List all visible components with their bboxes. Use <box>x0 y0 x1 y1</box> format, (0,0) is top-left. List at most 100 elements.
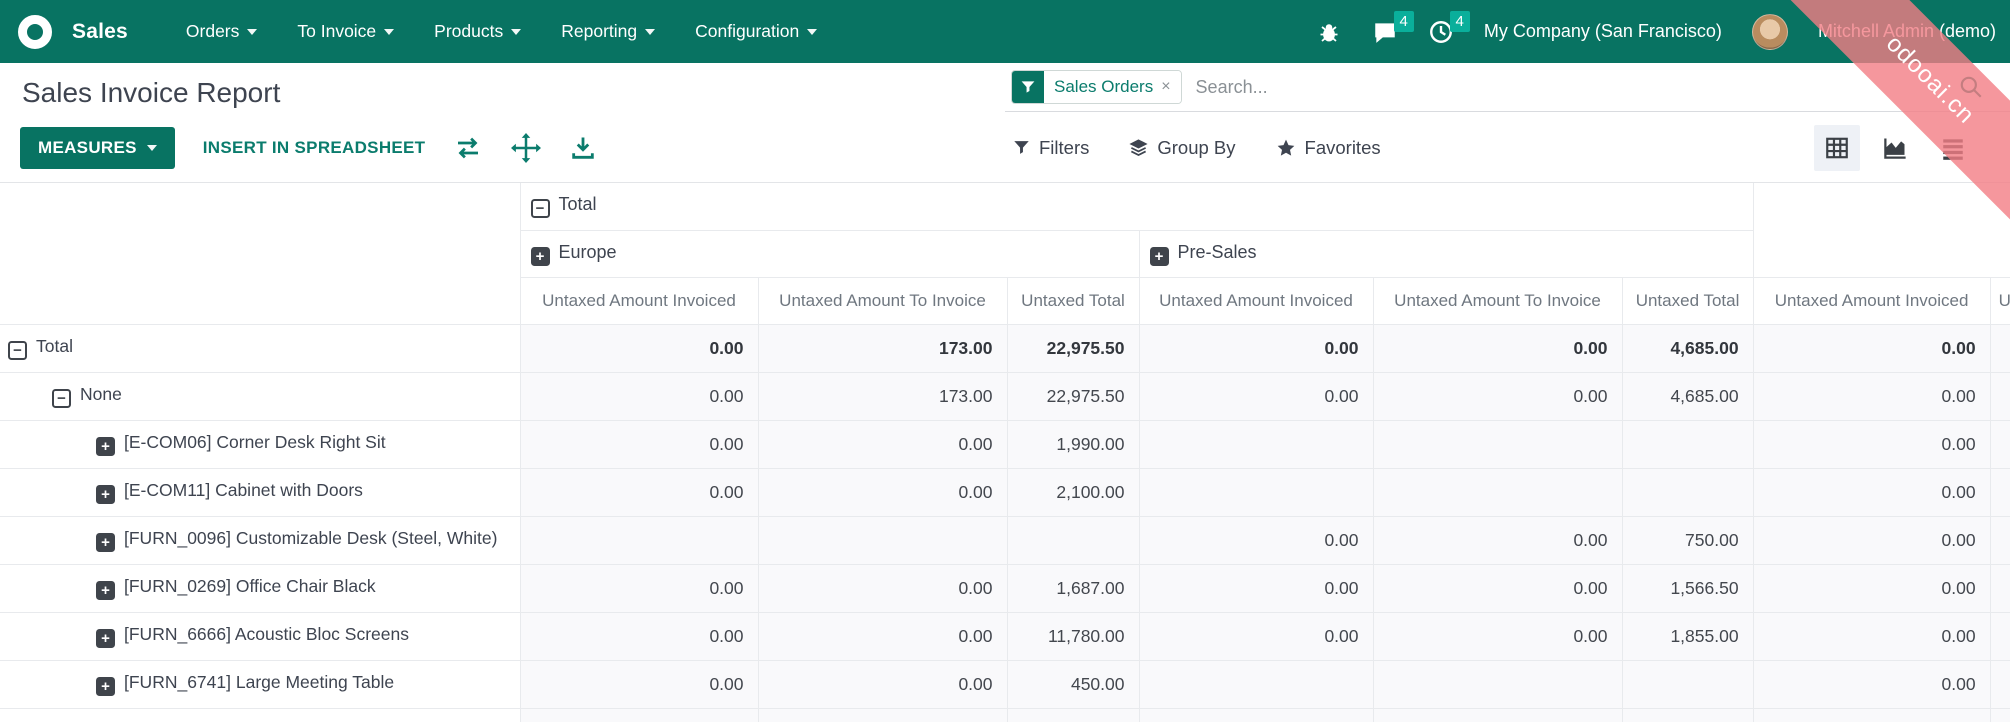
app-name[interactable]: Sales <box>72 20 128 44</box>
pivot-cell: 0.00 <box>1373 324 1622 372</box>
measure-header[interactable]: Untaxed Amount Invoiced <box>1139 277 1373 324</box>
measure-header[interactable]: Untaxed Total <box>1007 277 1139 324</box>
pivot-cell: 0.00 <box>520 324 758 372</box>
measure-header[interactable]: Untaxed Amount Invoiced <box>520 277 758 324</box>
pivot-cell <box>1373 468 1622 516</box>
collapse-icon: − <box>52 389 71 408</box>
chevron-down-icon <box>247 29 257 35</box>
pivot-cell <box>1990 564 2010 612</box>
filter-funnel-icon <box>1012 71 1044 103</box>
pivot-cell: 1,687.00 <box>1007 564 1139 612</box>
row-label-total[interactable]: −Total <box>0 324 520 372</box>
row-label-none[interactable]: −None <box>0 372 520 420</box>
measure-header[interactable]: Untaxed Total <box>1622 277 1753 324</box>
pivot-cell: 0.00 <box>1753 420 1990 468</box>
table-row: −None 0.00 173.00 22,975.50 0.00 0.00 4,… <box>0 372 2010 420</box>
pivot-cell: 0.00 <box>1753 660 1990 708</box>
col-group-pre-sales[interactable]: +Pre-Sales <box>1139 230 1753 277</box>
pivot-cell <box>1007 708 1139 722</box>
pivot-cell: 0.00 <box>758 420 1007 468</box>
table-row: +[FURN_0096] Customizable Desk (Steel, W… <box>0 516 2010 564</box>
pivot-view-button[interactable] <box>1814 125 1860 171</box>
menu-orders[interactable]: Orders <box>170 11 273 52</box>
pivot-cell: 0.00 <box>520 660 758 708</box>
measure-header[interactable]: Untaxed Amount To Invoice <box>1373 277 1622 324</box>
company-switcher[interactable]: My Company (San Francisco) <box>1484 21 1722 42</box>
row-label-product[interactable]: +[FURN_0269] Office Chair Black <box>0 564 520 612</box>
expand-icon: + <box>1150 247 1169 266</box>
collapse-icon: − <box>8 341 27 360</box>
pivot-table: −Total +Europe +Pre-Sales Untaxed Amount… <box>0 183 2010 722</box>
messages-badge: 4 <box>1394 11 1414 32</box>
header-row-total: −Total <box>0 183 2010 230</box>
search-icon[interactable] <box>1958 74 1984 100</box>
menu-reporting[interactable]: Reporting <box>545 11 671 52</box>
pivot-cell <box>1990 660 2010 708</box>
pivot-cell: 0.00 <box>1753 324 1990 372</box>
pivot-cell <box>1753 708 1990 722</box>
measures-button[interactable]: MEASURES <box>20 127 175 169</box>
measure-header[interactable]: Untaxed Amount To Invoice <box>758 277 1007 324</box>
buttons-row: MEASURES INSERT IN SPREADSHEET <box>0 112 2010 183</box>
facet-label: Sales Orders <box>1044 71 1159 103</box>
pivot-cell: 11,780.00 <box>1007 612 1139 660</box>
expand-icon: + <box>96 437 115 456</box>
menu-configuration[interactable]: Configuration <box>679 11 833 52</box>
pivot-cell: 173.00 <box>758 324 1007 372</box>
expand-all-icon[interactable] <box>511 133 541 163</box>
pivot-cell: 0.00 <box>758 564 1007 612</box>
list-view-button[interactable] <box>1930 125 1976 171</box>
activities-clock-icon[interactable]: 4 <box>1428 19 1454 45</box>
row-label-product[interactable]: +[E-COM06] Corner Desk Right Sit <box>0 420 520 468</box>
insert-in-spreadsheet-button[interactable]: INSERT IN SPREADSHEET <box>203 138 426 158</box>
row-label-product[interactable]: +[FURN_6666] Acoustic Bloc Screens <box>0 612 520 660</box>
row-label-product[interactable]: +[FURN_0096] Customizable Desk (Steel, W… <box>0 516 520 564</box>
row-label-product[interactable] <box>0 708 520 722</box>
expand-icon: + <box>96 629 115 648</box>
chevron-down-icon <box>807 29 817 35</box>
messages-icon[interactable]: 4 <box>1372 19 1398 45</box>
user-menu[interactable]: Mitchell Admin (demo) <box>1818 21 1996 42</box>
top-navbar: Sales Orders To Invoice Products Reporti… <box>0 0 2010 63</box>
measure-header[interactable]: Untaxed Amount Invoiced <box>1753 277 1990 324</box>
measure-header[interactable]: Untaxed Amount To Invoice <box>1990 277 2010 324</box>
search-input[interactable] <box>1196 77 1958 98</box>
pivot-cell: 0.00 <box>1139 324 1373 372</box>
pivot-table-container: −Total +Europe +Pre-Sales Untaxed Amount… <box>0 183 2010 722</box>
pivot-cell <box>1990 324 2010 372</box>
facet-remove-icon[interactable]: × <box>1159 71 1180 103</box>
expand-icon: + <box>531 247 550 266</box>
pivot-cell: 0.00 <box>1139 372 1373 420</box>
filters-menu[interactable]: Filters <box>1013 137 1089 159</box>
pivot-cell: 450.00 <box>1007 660 1139 708</box>
odoo-logo-icon[interactable] <box>18 15 52 49</box>
pivot-cell <box>1622 708 1753 722</box>
search-facet-sales-orders[interactable]: Sales Orders × <box>1011 70 1182 104</box>
pivot-cell <box>1990 612 2010 660</box>
menu-to-invoice[interactable]: To Invoice <box>281 11 410 52</box>
favorites-menu[interactable]: Favorites <box>1276 137 1381 159</box>
col-group-europe[interactable]: +Europe <box>520 230 1139 277</box>
group-by-menu[interactable]: Group By <box>1129 137 1235 159</box>
col-group-total[interactable]: −Total <box>520 183 1753 230</box>
pivot-cell: 0.00 <box>1373 612 1622 660</box>
pivot-cell: 0.00 <box>520 468 758 516</box>
debug-bug-icon[interactable] <box>1316 19 1342 45</box>
pivot-cell: 0.00 <box>1373 564 1622 612</box>
flip-axis-icon[interactable] <box>453 133 483 163</box>
activities-badge: 4 <box>1450 11 1470 32</box>
download-xlsx-icon[interactable] <box>569 134 597 162</box>
table-row-partial <box>0 708 2010 722</box>
nav-menus: Orders To Invoice Products Reporting Con… <box>170 11 833 52</box>
row-label-product[interactable]: +[FURN_6741] Large Meeting Table <box>0 660 520 708</box>
pivot-cell <box>1622 660 1753 708</box>
pivot-cell: 0.00 <box>1753 564 1990 612</box>
user-avatar[interactable] <box>1752 14 1788 50</box>
pivot-cell <box>1990 372 2010 420</box>
chevron-down-icon <box>645 29 655 35</box>
pivot-cell: 1,566.50 <box>1622 564 1753 612</box>
graph-view-button[interactable] <box>1872 125 1918 171</box>
row-label-product[interactable]: +[E-COM11] Cabinet with Doors <box>0 468 520 516</box>
pivot-cell <box>758 708 1007 722</box>
menu-products[interactable]: Products <box>418 11 537 52</box>
